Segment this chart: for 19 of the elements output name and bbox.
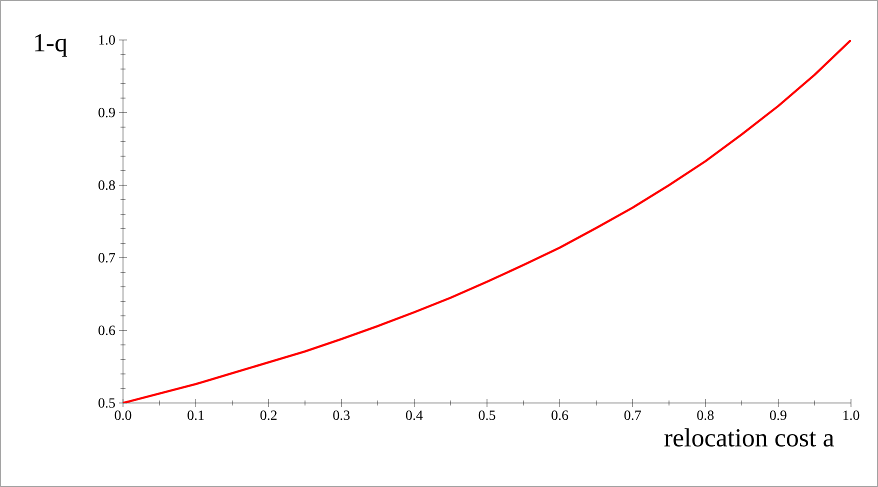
x-tick-label: 0.9 [770,410,786,420]
y-tick-label: 0.8 [98,180,115,190]
x-tick-label: 0.6 [552,410,568,420]
x-tick-label: 0.8 [697,410,714,420]
x-tick-label: 0.0 [114,410,132,420]
x-axis-title: relocation cost a [664,428,834,447]
y-tick-label: 0.7 [98,253,116,263]
x-tick-label: 0.1 [188,410,204,420]
x-tick-label: 0.4 [406,410,423,420]
y-tick-label: 0.9 [98,108,115,118]
y-tick-label: 1.0 [99,35,115,45]
x-tick-label: 1.0 [843,410,860,420]
x-tick-label: 0.7 [624,410,641,420]
y-tick-label: 0.6 [98,326,116,336]
y-axis-title: 1-q [35,34,68,57]
x-tick-label: 0.2 [260,410,277,420]
x-tick-label: 0.3 [333,410,350,420]
x-tick-label: 0.5 [478,410,496,420]
y-tick-label: 0.5 [98,398,115,408]
